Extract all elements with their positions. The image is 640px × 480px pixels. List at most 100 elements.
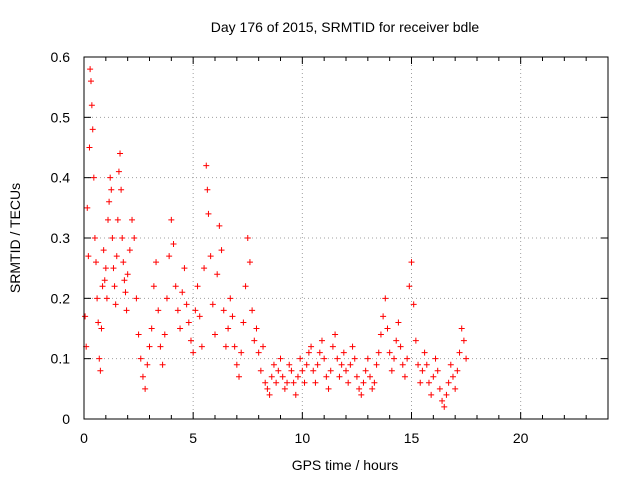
data-point xyxy=(347,361,354,368)
data-point xyxy=(84,204,91,211)
y-axis-label: SRMTID / TECUs xyxy=(7,183,23,293)
data-point xyxy=(118,186,125,193)
data-point xyxy=(99,283,106,290)
data-point xyxy=(93,259,100,266)
data-point xyxy=(90,174,97,181)
data-point xyxy=(308,343,315,350)
data-point xyxy=(236,373,243,380)
data-point xyxy=(314,361,321,368)
data-point xyxy=(353,373,360,380)
data-point xyxy=(233,361,240,368)
data-point xyxy=(397,343,404,350)
data-point xyxy=(395,319,402,326)
data-point xyxy=(87,78,94,85)
data-point xyxy=(410,301,417,308)
data-point xyxy=(434,367,441,374)
data-point xyxy=(238,349,245,356)
data-point xyxy=(97,367,104,374)
data-point xyxy=(260,343,267,350)
data-point xyxy=(360,379,367,386)
data-point xyxy=(198,343,205,350)
data-point xyxy=(371,379,378,386)
data-point xyxy=(229,313,236,320)
data-point xyxy=(220,307,227,314)
data-point xyxy=(103,295,110,302)
data-point xyxy=(107,174,114,181)
data-point xyxy=(349,343,356,350)
data-point xyxy=(249,307,256,314)
data-point xyxy=(194,283,201,290)
data-point xyxy=(174,307,181,314)
data-point xyxy=(144,361,151,368)
data-point xyxy=(231,343,238,350)
data-point xyxy=(112,301,119,308)
x-tick-label: 15 xyxy=(404,430,420,446)
data-point xyxy=(159,361,166,368)
data-points xyxy=(82,66,470,410)
data-point xyxy=(98,325,105,332)
data-point xyxy=(170,241,177,248)
data-point xyxy=(109,235,116,241)
data-point xyxy=(463,355,470,362)
data-point xyxy=(312,379,319,386)
data-point xyxy=(290,379,297,386)
data-point xyxy=(190,349,197,356)
data-point xyxy=(153,259,160,266)
data-point xyxy=(449,373,456,380)
data-point xyxy=(456,349,463,356)
data-point xyxy=(218,247,225,254)
data-point xyxy=(454,367,461,374)
data-point xyxy=(225,325,232,332)
data-point xyxy=(216,222,223,229)
data-point xyxy=(408,259,415,266)
data-point xyxy=(447,361,454,368)
y-tick-label: 0.5 xyxy=(51,109,71,125)
data-point xyxy=(336,373,343,380)
data-point xyxy=(122,289,129,296)
data-point xyxy=(137,355,144,362)
data-point xyxy=(358,391,365,398)
data-point xyxy=(275,367,282,374)
data-point xyxy=(196,313,203,320)
data-point xyxy=(305,349,312,356)
data-point xyxy=(187,337,194,344)
data-point xyxy=(105,216,112,223)
data-point xyxy=(391,355,398,362)
data-point xyxy=(214,271,221,278)
data-point xyxy=(115,168,122,175)
x-tick-label: 20 xyxy=(513,430,529,446)
data-point xyxy=(362,367,369,374)
data-point xyxy=(301,379,308,386)
data-point xyxy=(142,385,149,392)
x-axis-label: GPS time / hours xyxy=(292,457,399,473)
data-point xyxy=(441,403,448,410)
data-point xyxy=(332,331,339,338)
data-point xyxy=(458,325,465,332)
data-point xyxy=(266,391,273,398)
data-point xyxy=(356,385,363,392)
data-point xyxy=(303,361,310,368)
data-point xyxy=(401,373,408,380)
data-point xyxy=(423,361,430,368)
data-point xyxy=(123,307,130,314)
data-point xyxy=(270,361,277,368)
data-point xyxy=(264,385,271,392)
data-point xyxy=(181,265,188,272)
data-point xyxy=(155,307,162,314)
data-point xyxy=(439,397,446,404)
data-point xyxy=(373,361,380,368)
x-tick-labels: 0 5 10 15 20 xyxy=(80,430,529,446)
y-tick-label: 0 xyxy=(62,411,70,427)
data-point xyxy=(334,355,341,362)
data-point xyxy=(327,367,334,374)
data-point xyxy=(82,313,89,320)
data-point xyxy=(207,253,214,260)
data-point xyxy=(91,235,98,241)
data-point xyxy=(135,331,142,338)
data-point xyxy=(367,373,374,380)
data-point xyxy=(201,265,208,272)
data-point xyxy=(94,295,101,302)
data-point xyxy=(351,355,358,362)
data-point xyxy=(124,271,131,278)
data-point xyxy=(386,349,393,356)
